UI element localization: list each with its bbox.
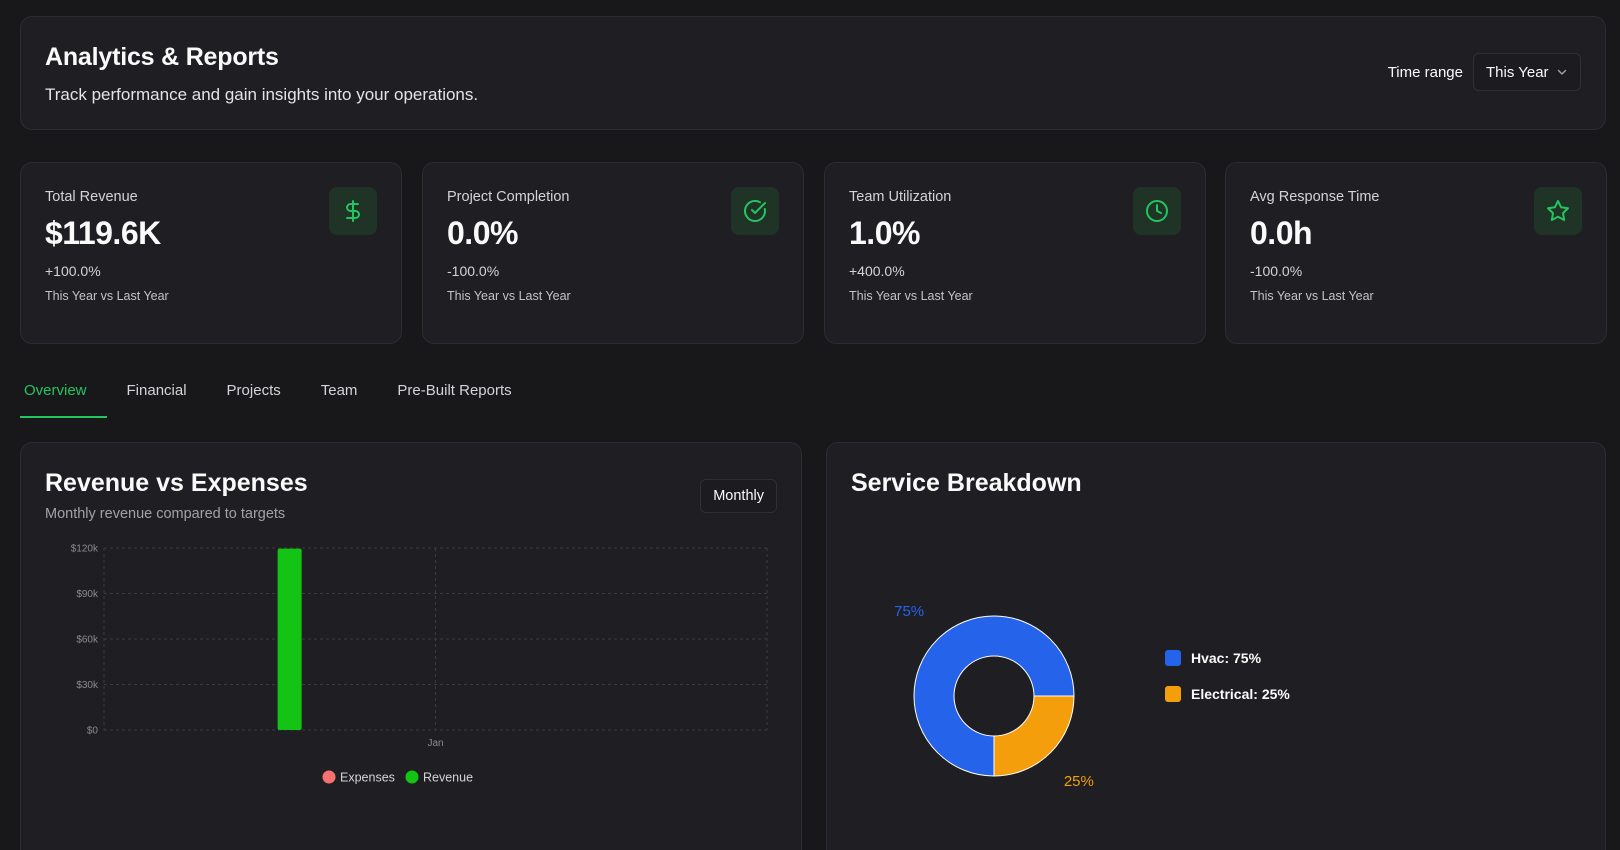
kpi-period: This Year vs Last Year: [1250, 289, 1374, 303]
service-breakdown-chart: 25% 75% Hvac: 75% Electrical: 25%: [894, 603, 1290, 790]
chart-title: Service Breakdown: [851, 469, 1082, 497]
legend-marker-expenses: [322, 770, 336, 784]
tab-team[interactable]: Team: [320, 382, 358, 399]
time-range-select[interactable]: This Year: [1473, 53, 1581, 91]
kpi-card-team-utilization: Team Utilization 1.0% +400.0% This Year …: [824, 162, 1206, 344]
legend-label-electrical: Electrical: 25%: [1191, 686, 1290, 702]
chevron-down-icon: [1557, 69, 1567, 75]
time-range-value: This Year: [1486, 63, 1549, 81]
revenue-expenses-card: Revenue vs Expenses Monthly revenue comp…: [20, 442, 802, 850]
dollar-icon: [329, 187, 377, 235]
kpi-change: -100.0%: [447, 263, 500, 279]
legend-marker-revenue: [405, 770, 419, 784]
kpi-label: Total Revenue: [45, 189, 138, 205]
kpi-value: 1.0%: [849, 215, 920, 251]
service-breakdown-card: Service Breakdown 25% 75% Hvac: 75% Electr…: [826, 442, 1606, 850]
tab-pre-built-reports[interactable]: Pre-Built Reports: [397, 382, 512, 399]
y-tick-label: $90k: [76, 589, 99, 600]
kpi-card-avg-response-time: Avg Response Time 0.0h -100.0% This Year…: [1225, 162, 1607, 344]
kpi-label: Avg Response Time: [1250, 189, 1380, 205]
time-range-label: Time range: [1387, 64, 1463, 81]
kpi-period: This Year vs Last Year: [447, 289, 571, 303]
kpi-period: This Year vs Last Year: [849, 289, 973, 303]
slice-electrical[interactable]: [993, 695, 1075, 777]
page-subtitle: Track performance and gain insights into…: [45, 85, 479, 104]
legend-marker-hvac: [1165, 650, 1181, 666]
x-tick-label: Jan: [427, 738, 443, 749]
y-tick-label: $30k: [76, 680, 99, 691]
kpi-card-total-revenue: Total Revenue $119.6K +100.0% This Year …: [20, 162, 402, 344]
kpi-value: 0.0%: [447, 215, 518, 251]
slice-label-electrical: 25%: [1064, 773, 1094, 790]
star-icon: [1534, 187, 1582, 235]
legend-marker-electrical: [1165, 686, 1181, 702]
kpi-label: Project Completion: [447, 189, 570, 205]
page-title: Analytics & Reports: [45, 43, 279, 71]
page-header: Analytics & Reports Track performance an…: [20, 16, 1606, 130]
clock-icon: [1133, 187, 1181, 235]
y-tick-label: $0: [87, 726, 99, 737]
tab-overview[interactable]: Overview: [20, 370, 107, 418]
kpi-period: This Year vs Last Year: [45, 289, 169, 303]
chart-title: Revenue vs Expenses: [45, 469, 308, 497]
kpi-value: $119.6K: [45, 215, 161, 251]
kpi-card-project-completion: Project Completion 0.0% -100.0% This Yea…: [422, 162, 804, 344]
tab-projects[interactable]: Projects: [226, 382, 281, 399]
legend-label-hvac: Hvac: 75%: [1191, 650, 1262, 666]
revenue-expenses-chart: $0 $30k $60k $90k $120k Jan Expenses Revenue: [71, 544, 768, 785]
slice-label-hvac: 75%: [894, 603, 924, 620]
kpi-change: -100.0%: [1250, 263, 1303, 279]
slice-hvac[interactable]: [913, 615, 1075, 777]
period-button[interactable]: Monthly: [700, 479, 777, 513]
y-tick-label: $120k: [71, 544, 99, 555]
check-circle-icon: [731, 187, 779, 235]
legend-label-revenue: Revenue: [423, 771, 473, 785]
y-tick-label: $60k: [76, 635, 99, 646]
bar-revenue[interactable]: [277, 548, 302, 730]
kpi-change: +100.0%: [45, 263, 101, 279]
tab-financial[interactable]: Financial: [126, 382, 187, 399]
kpi-value: 0.0h: [1250, 215, 1313, 251]
tab-bar: Overview Financial Projects Team Pre-Bui…: [20, 370, 532, 420]
kpi-label: Team Utilization: [849, 189, 952, 205]
legend-label-expenses: Expenses: [340, 771, 395, 785]
chart-subtitle: Monthly revenue compared to targets: [45, 506, 286, 522]
kpi-change: +400.0%: [849, 263, 905, 279]
